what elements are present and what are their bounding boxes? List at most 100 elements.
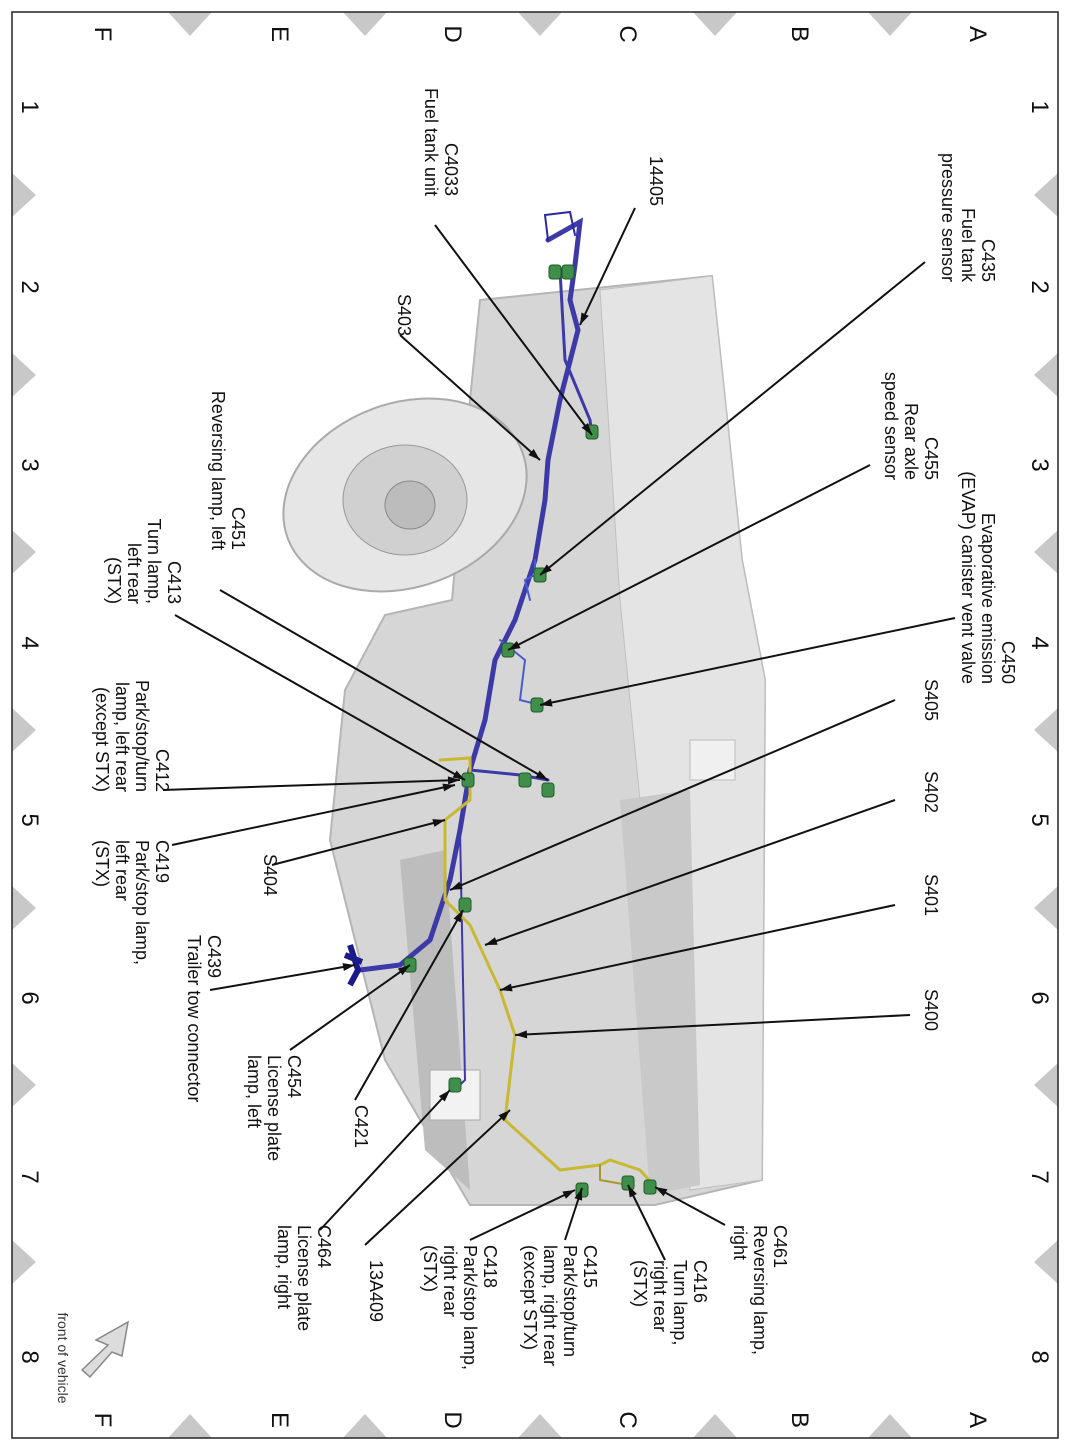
grid-column-label: 1 [1026,100,1053,113]
leader-line [289,964,411,1051]
grid-column-label: 3 [1026,458,1053,471]
callout-text: C412Park/stop/turnlamp, left rear(except… [92,680,172,792]
leader-line [434,224,593,436]
callout-14405: 14405 [646,156,666,206]
callout-c418: C418Park/stop lamp,right rear(STX) [420,1245,500,1370]
diagram-border [11,11,1059,1439]
callout-c450: C450Evaporative emission(EVAP) canister … [958,471,1018,684]
callout-description: (except STX) [520,1245,540,1350]
callout-description: Fuel tank [958,208,978,283]
arrowhead-icon [442,783,455,792]
callout-text: C413Turn lamp,left rear(STX) [104,519,184,604]
callout-id: S400 [921,989,941,1031]
callout-description: Park/stop/turn [132,680,152,792]
arrowhead-icon [628,1185,637,1198]
callout-id: S402 [921,771,941,813]
grid-marker [12,886,36,930]
grid-column-label: 8 [16,1350,43,1363]
callout-id: C415 [580,1245,600,1288]
callout-id: C455 [921,437,941,480]
grid-column-label: 1 [16,100,43,113]
arrowhead-icon [580,312,589,325]
callout-text: C455Rear axlespeed sensor [881,372,941,480]
callout-description: lamp, left [244,1055,264,1128]
callout-text: C4033Fuel tank unit [421,88,461,196]
callout-id: C454 [284,1055,304,1098]
grid-marker [868,12,912,36]
grid-markers [12,12,1058,1438]
callout-description: (STX) [630,1260,650,1307]
grid-labels: A A B B C C D D E E F F 1 1 2 2 3 3 4 4 5 5 6 6 7 7 8 8 [16,25,1053,1428]
front-of-vehicle-indicator: front of vehicle [55,1312,130,1404]
grid-marker [1034,173,1058,217]
callout-text: C415Park/stop/turnlamp, right rear(excep… [520,1245,600,1366]
callout-description: Turn lamp, [670,1260,690,1345]
callout-id: C416 [690,1260,710,1303]
callout-text: C418Park/stop lamp,right rear(STX) [420,1245,500,1370]
callout-id: C451 [228,507,248,550]
callout-s400: S400 [921,989,941,1031]
callout-description: Reversing lamp, [750,1225,770,1355]
leader-line [539,261,926,576]
grid-column-label: 5 [1026,813,1053,826]
callout-description: Evaporative emission [978,513,998,684]
callout-c451: C451Reversing lamp, left [208,391,248,550]
callout-text: C450Evaporative emission(EVAP) canister … [958,471,1018,684]
callout-description: Park/stop lamp, [132,840,152,965]
callout-description: Trailer tow connector [184,935,204,1102]
grid-marker [168,1414,212,1438]
grid-marker [168,12,212,36]
callout-id: S405 [921,679,941,721]
grid-marker [1034,530,1058,574]
callout-text: C439Trailer tow connector [184,935,224,1102]
callout-id: C412 [152,749,172,792]
arrowhead-icon [528,449,540,460]
grid-marker [868,1414,912,1438]
callout-description: Fuel tank unit [421,88,441,196]
callout-description: Reversing lamp, left [208,391,228,550]
leader-line [354,909,464,1101]
grid-row-label: E [266,26,293,42]
leader-line [449,699,896,891]
callout-id: C419 [152,840,172,883]
callout-text: C435Fuel tankpressure sensor [938,153,998,283]
arrowhead-icon [397,965,410,976]
callout-id: S403 [394,294,414,336]
callout-c419: C419Park/stop lamp,left rear(STX) [92,840,172,965]
callout-text: S402 [921,771,941,813]
callout-c455: C455Rear axlespeed sensor [881,372,941,480]
arrowhead-icon [452,770,465,780]
connector-icon [621,1175,635,1191]
grid-marker [12,173,36,217]
leader-line [484,799,896,946]
callout-c4033: C4033Fuel tank unit [421,88,461,196]
callout-description: right rear [650,1260,670,1332]
callout-description: lamp, left rear [112,682,132,792]
callout-c439: C439Trailer tow connector [184,935,224,1102]
grid-row-label: D [439,1411,466,1428]
callout-description: License plate [264,1055,284,1161]
grid-row-label: C [614,25,641,42]
grid-marker [12,708,36,752]
leader-line [319,1089,451,1231]
callout-description: lamp, right rear [540,1245,560,1366]
callout-id: S401 [921,874,941,916]
arrowhead-icon [508,640,521,650]
callout-id: C439 [204,935,224,978]
grid-marker [1034,1240,1058,1284]
callout-s402: S402 [921,771,941,813]
callout-s404: S404 [260,854,280,896]
callout-c416: C416Turn lamp,right rear(STX) [630,1260,710,1345]
grid-marker [12,1240,36,1284]
callout-c421: C421 [351,1105,371,1148]
connectors [343,264,657,1198]
grid-marker [518,12,562,36]
callout-description: (STX) [92,840,112,887]
callout-c412: C412Park/stop/turnlamp, left rear(except… [92,680,172,792]
leader-line [514,1014,911,1036]
callout-text: S400 [921,989,941,1031]
connector-icon [461,772,475,788]
leader-lines [162,207,956,1261]
trailer-connector-icon [343,944,364,987]
